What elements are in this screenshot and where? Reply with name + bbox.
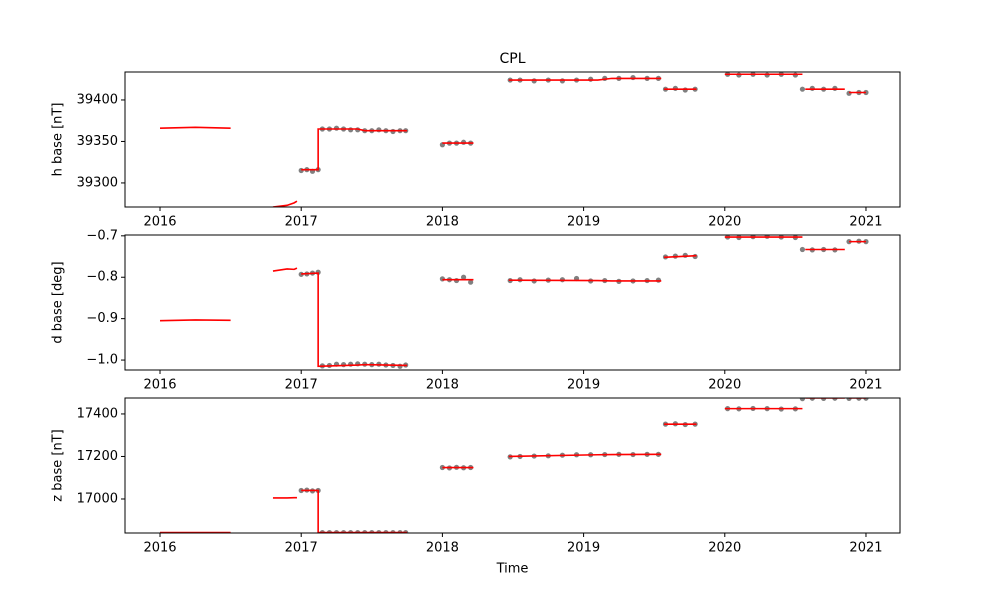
point	[439, 276, 445, 282]
x-tick-label: 2018	[426, 215, 459, 230]
y-axis-label: z base [nT]	[51, 429, 66, 501]
line	[160, 319, 231, 322]
point	[390, 128, 396, 135]
point	[439, 464, 445, 471]
line	[664, 254, 697, 259]
point	[799, 398, 806, 402]
x-tick-label: 2019	[567, 215, 600, 230]
line	[272, 267, 298, 272]
y-axis-label: h base [nT]	[51, 103, 66, 177]
point	[799, 86, 806, 92]
point	[792, 72, 798, 78]
plot-area	[160, 72, 869, 207]
axes-frame	[124, 397, 901, 534]
point	[298, 167, 304, 174]
point	[672, 85, 678, 91]
axes-frame	[124, 71, 901, 208]
x-axis-label: Time	[496, 562, 529, 577]
point	[863, 89, 869, 96]
plot-area	[160, 398, 869, 533]
line	[301, 128, 408, 171]
point	[846, 90, 852, 96]
x-tick-label: 2020	[708, 215, 741, 230]
point	[531, 78, 537, 84]
x-tick-label: 2020	[708, 541, 741, 556]
point	[468, 279, 474, 285]
point	[298, 271, 304, 277]
y-tick-label: −1.0	[86, 353, 118, 368]
point	[809, 85, 815, 91]
point	[630, 74, 636, 81]
plot-area	[160, 235, 869, 369]
x-tick-label: 2018	[426, 541, 459, 556]
point	[333, 125, 340, 131]
point	[846, 239, 852, 245]
point	[764, 235, 770, 239]
point	[348, 127, 354, 133]
y-tick-label: 39400	[77, 92, 118, 107]
y-tick-label: −0.9	[86, 311, 118, 326]
x-tick-label: 2021	[849, 541, 882, 556]
line	[301, 489, 408, 533]
point	[298, 487, 304, 494]
x-tick-label: 2020	[708, 378, 741, 393]
point	[559, 78, 566, 84]
axes-frame	[124, 234, 901, 371]
x-tick-label: 2019	[567, 541, 600, 556]
y-tick-label: 17000	[77, 491, 118, 506]
point	[832, 85, 838, 91]
x-tick-label: 2017	[285, 541, 318, 556]
line	[160, 126, 231, 129]
y-tick-label: 17200	[77, 449, 118, 464]
x-tick-label: 2019	[567, 378, 600, 393]
point	[863, 239, 869, 245]
chart-title: CPL	[499, 51, 525, 67]
x-tick-label: 2016	[143, 378, 176, 393]
line	[301, 272, 408, 368]
x-tick-label: 2017	[285, 215, 318, 230]
line	[508, 279, 662, 282]
panel: d base [deg] 2016 2017 2018 2019 2020 2021 −1.0…	[51, 228, 901, 393]
panel: CPL h base [nT] 2016 2017 2018 2019 2020 2021 39…	[51, 51, 901, 230]
y-axis-label: d base [deg]	[51, 261, 66, 343]
panel: z base [nT] Time 2016 2017 2018 2019 2020 2021 1…	[51, 397, 901, 577]
point	[764, 72, 770, 78]
point	[453, 277, 460, 284]
line	[508, 77, 662, 81]
point	[736, 72, 742, 78]
y-tick-label: 39300	[77, 175, 118, 190]
y-tick-label: −0.8	[86, 270, 118, 285]
x-tick-label: 2016	[143, 215, 176, 230]
point	[376, 127, 382, 133]
y-tick-label: 17400	[77, 406, 118, 421]
point	[397, 363, 403, 369]
point	[588, 76, 594, 82]
point	[799, 246, 806, 253]
line	[508, 453, 662, 458]
x-tick-label: 2017	[285, 378, 318, 393]
point	[460, 274, 467, 280]
x-tick-label: 2021	[849, 378, 882, 393]
x-tick-label: 2016	[143, 541, 176, 556]
point	[460, 139, 467, 145]
x-tick-label: 2018	[426, 378, 459, 393]
x-tick-label: 2021	[849, 215, 882, 230]
point	[682, 87, 688, 93]
line	[272, 200, 298, 207]
point	[655, 277, 662, 283]
y-tick-label: 39350	[77, 134, 118, 149]
y-tick-label: −0.7	[86, 228, 118, 243]
